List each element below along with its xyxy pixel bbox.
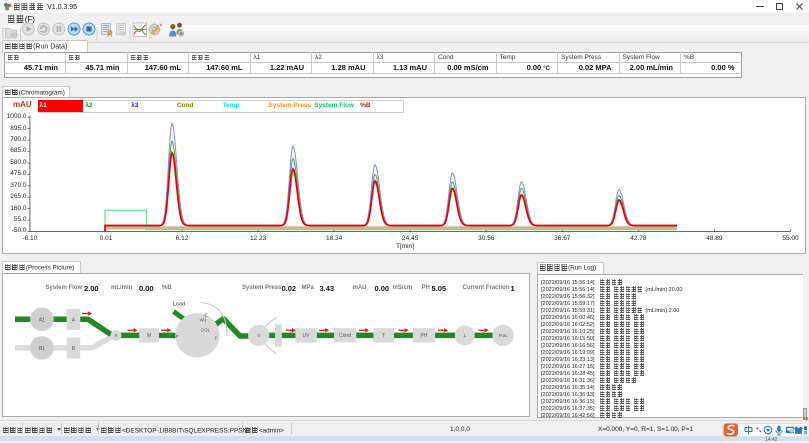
svg-text:Load: Load [173, 302, 185, 308]
svg-text:T: T [382, 333, 385, 339]
svg-text:P: P [114, 333, 117, 338]
svg-text:M: M [147, 333, 151, 339]
svg-text:1: 1 [464, 333, 467, 338]
svg-text:PH: PH [421, 333, 428, 339]
svg-text:B1: B1 [39, 346, 45, 352]
svg-text:E: E [204, 313, 207, 318]
svg-text:F: F [215, 336, 218, 341]
svg-text:A1: A1 [39, 317, 45, 323]
svg-text:S: S [257, 333, 260, 338]
svg-text:B: B [72, 346, 76, 352]
svg-text:A: A [72, 317, 76, 323]
svg-text:Cond: Cond [339, 333, 351, 339]
svg-text:SyP: SyP [170, 334, 178, 339]
svg-text:COL: COL [201, 328, 211, 333]
svg-text:W1: W1 [200, 318, 207, 323]
svg-text:UV: UV [303, 333, 311, 339]
svg-text:Frac: Frac [499, 333, 509, 338]
